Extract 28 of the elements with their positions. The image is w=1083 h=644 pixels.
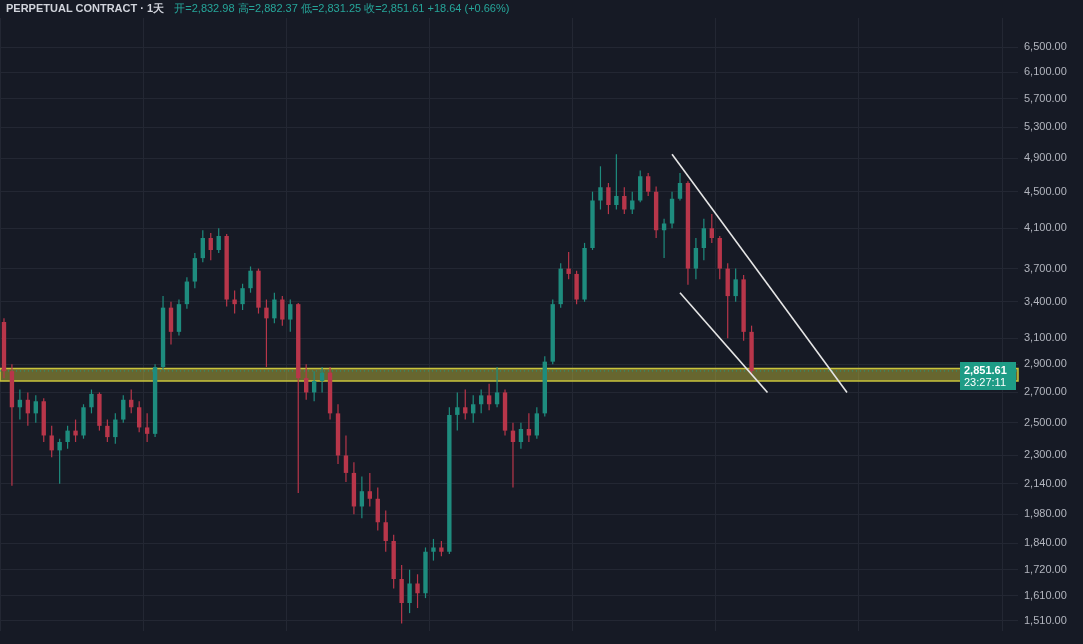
y-tick-label: 4,100.00 <box>1024 221 1067 234</box>
candlestick <box>494 367 500 408</box>
y-tick-label: 3,400.00 <box>1024 294 1067 307</box>
chart-subtitle: 开=2,832.98 高=2,882.37 低=2,831.25 收=2,851.61 +18.64 (+0.66%) <box>174 1 510 14</box>
y-tick-label: 3,100.00 <box>1024 331 1067 344</box>
candlestick <box>343 435 349 482</box>
y-tick-label: 1,510.00 <box>1024 613 1067 626</box>
y-tick-label: 2,500.00 <box>1024 415 1067 428</box>
y-tick-label: 2,700.00 <box>1024 385 1067 398</box>
y-tick-label: 4,900.00 <box>1024 151 1067 164</box>
y-tick-label: 1,720.00 <box>1024 562 1067 575</box>
annotation: 23:27:11 <box>964 375 1007 388</box>
ref-line-label: 2,851.61 <box>964 363 1007 376</box>
y-tick-label: 5,700.00 <box>1024 91 1067 104</box>
y-tick-label: 2,900.00 <box>1024 357 1067 370</box>
y-tick-label: 2,140.00 <box>1024 476 1067 489</box>
y-tick-label: 3,700.00 <box>1024 261 1067 274</box>
y-tick-label: 6,100.00 <box>1024 65 1067 78</box>
candlestick <box>9 364 15 486</box>
y-tick-label: 2,300.00 <box>1024 448 1067 461</box>
y-tick-label: 5,300.00 <box>1024 120 1067 133</box>
y-tick-label: 6,500.00 <box>1024 40 1067 53</box>
y-tick-label: 1,610.00 <box>1024 588 1067 601</box>
y-tick-label: 1,840.00 <box>1024 536 1067 549</box>
y-tick-label: 1,980.00 <box>1024 507 1067 520</box>
y-tick-label: 4,500.00 <box>1024 184 1067 197</box>
candlestick <box>661 218 667 259</box>
chart-title: PERPETUAL CONTRACT · 1天 <box>6 1 166 14</box>
